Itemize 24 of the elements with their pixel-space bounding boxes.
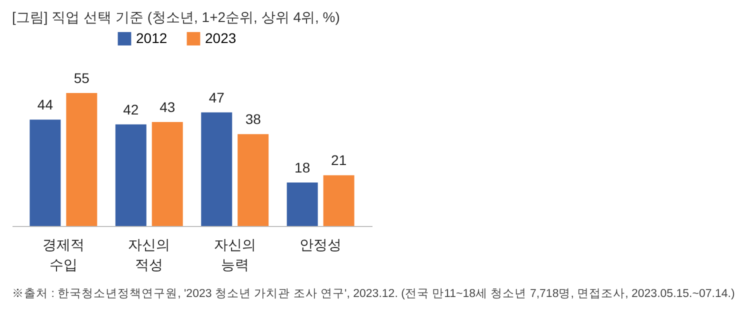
data-label: 42 [123,101,139,118]
data-label: 44 [37,96,54,113]
legend-label: 2012 [136,30,168,46]
data-label: 43 [160,99,176,116]
legend-label: 2023 [205,30,236,46]
data-label: 21 [331,152,347,168]
bar [30,120,61,226]
x-tick-label: 안정성 [300,236,342,252]
text: ※출처 : 한국청소년정책연구원, '2023 청소년 가치관 조사 연구', 2023.12. (전국 만11~18세 청소년 7,718명, 면접조사, 2023.05.15.~07.14.) [12,287,735,301]
bar [323,175,354,226]
data-label: 18 [294,159,310,176]
bar [115,124,146,226]
bar [152,122,183,226]
x-tick-label: 자신의 적성 [128,236,170,272]
chart-title: [그림] 직업 선택 기준 (청소년, 1+2순위, 상위 4위, %) [12,9,340,27]
bar [286,182,318,226]
bar [201,112,232,226]
data-label: 38 [245,111,262,128]
data-label: 47 [208,89,225,106]
data-label: 55 [74,70,90,86]
bar [66,93,98,226]
x-tick-label: 자신의 능력 [214,236,256,272]
x-tick-label: 경제적 수입 [42,236,84,272]
bar [238,134,269,226]
